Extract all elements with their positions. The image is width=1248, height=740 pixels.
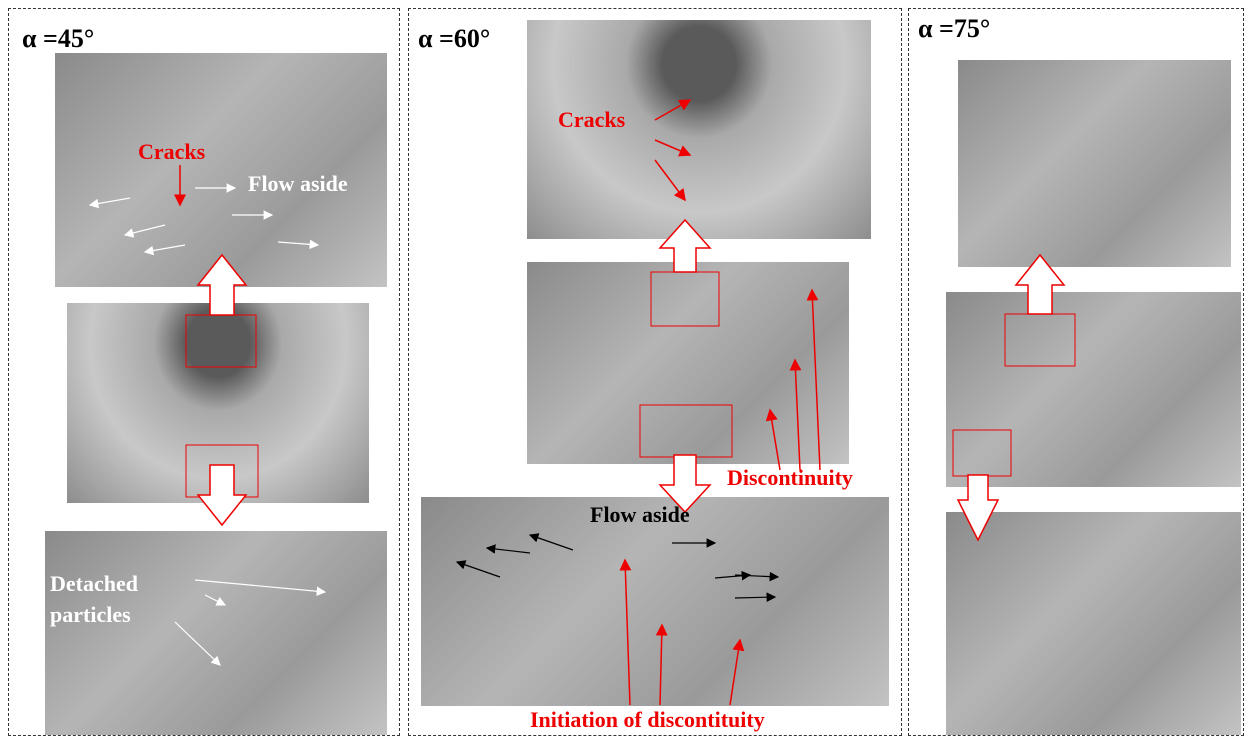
figure: α =45° α =60° α =75° Cracks Flow aside D…: [0, 0, 1248, 740]
annotation-label: Cracks: [138, 140, 205, 164]
annotation-label: Detached particles: [50, 568, 160, 630]
annotation-label: Cracks: [558, 108, 625, 132]
annotation-label: Flow aside: [248, 172, 348, 196]
panel-title: α =75°: [918, 14, 990, 44]
annotation-label: Discontinuity: [727, 466, 853, 490]
annotation-label: Flow aside: [590, 503, 690, 527]
panel-title: α =60°: [418, 24, 490, 54]
annotation-label: Initiation of discontituity: [530, 708, 765, 732]
panel-title: α =45°: [22, 24, 94, 54]
